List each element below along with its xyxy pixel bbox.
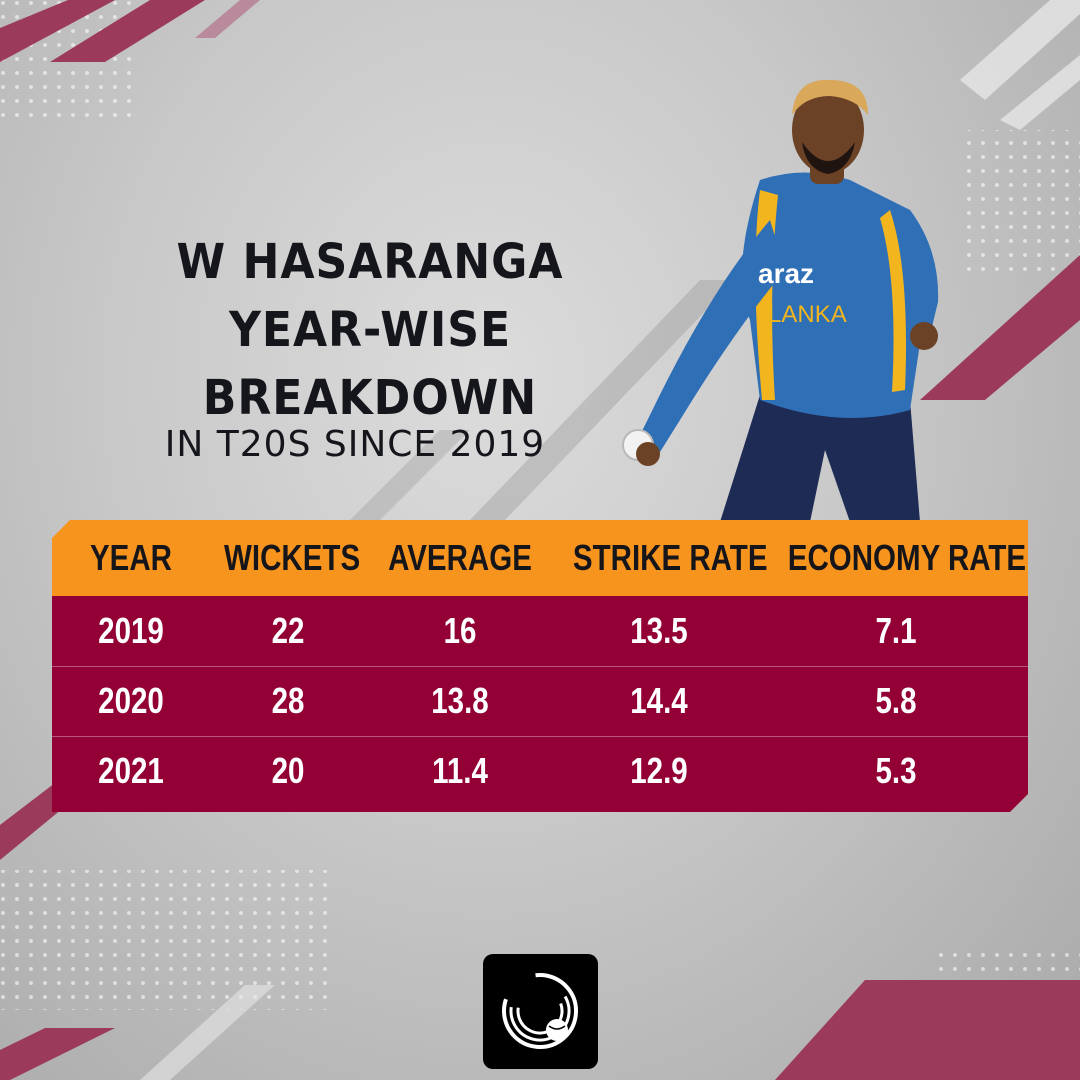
cell-wickets: 28 <box>271 680 305 721</box>
header-average: AVERAGE <box>388 537 532 578</box>
brand-logo <box>483 954 598 1069</box>
stripe-top-left <box>0 0 115 62</box>
jersey-yellow-side-right <box>880 210 906 392</box>
title-line-1: W HASARANGA <box>176 234 564 290</box>
player-jersey <box>742 172 924 418</box>
cell-year: 2019 <box>98 610 164 651</box>
table-header-row: YEAR WICKETS AVERAGE STRIKE RATE ECONOMY… <box>52 520 1028 596</box>
light-stripe-bottom <box>140 985 275 1080</box>
player-beard <box>802 142 855 174</box>
cell-average: 16 <box>443 610 477 651</box>
cricket-ball-logo-icon <box>502 973 578 1049</box>
table-row: 2020 28 13.8 14.4 5.8 <box>52 666 1028 736</box>
jersey-team-text: LANKA <box>768 301 847 328</box>
stripe-top-mid <box>195 0 260 38</box>
table-row: 2019 22 16 13.5 7.1 <box>52 596 1028 666</box>
header-wickets: WICKETS <box>224 537 361 578</box>
player-trousers <box>720 395 920 522</box>
dot-grid-bottom-left <box>0 870 330 1010</box>
page-subtitle: IN T20S SINCE 2019 <box>164 424 546 465</box>
cell-average: 13.8 <box>431 680 489 721</box>
cell-strike-rate: 13.5 <box>630 610 688 651</box>
header-economy-rate: ECONOMY RATE <box>787 537 1027 578</box>
cell-year: 2020 <box>98 680 164 721</box>
title-line-2: YEAR-WISE <box>228 302 512 358</box>
player-left-arm <box>635 220 785 460</box>
row-divider <box>52 666 1028 667</box>
table-row: 2021 20 11.4 12.9 5.3 <box>52 736 1028 806</box>
title-line-3: BREAKDOWN <box>202 370 538 426</box>
header-strike-rate: STRIKE RATE <box>572 537 768 578</box>
table-header-background <box>52 520 1028 596</box>
light-stripe-top-right <box>960 0 1080 100</box>
cell-strike-rate: 12.9 <box>630 750 688 791</box>
cell-economy-rate: 7.1 <box>875 610 917 651</box>
cell-year: 2021 <box>98 750 164 791</box>
stripe-right-mid <box>920 255 1080 400</box>
cell-wickets: 20 <box>271 750 305 791</box>
header-year: YEAR <box>89 537 173 578</box>
row-divider <box>52 736 1028 737</box>
jersey-sponsor-text: araz <box>758 258 814 289</box>
player-left-hand <box>636 442 660 466</box>
cell-economy-rate: 5.8 <box>875 680 917 721</box>
cell-economy-rate: 5.3 <box>875 750 917 791</box>
cell-strike-rate: 14.4 <box>630 680 688 721</box>
stats-table: YEAR WICKETS AVERAGE STRIKE RATE ECONOMY… <box>52 520 1028 812</box>
cell-wickets: 22 <box>271 610 305 651</box>
light-stripe-mid-2 <box>350 430 470 520</box>
player-right-arm <box>895 210 939 335</box>
player-right-hand <box>910 322 938 350</box>
light-stripe-mid <box>470 280 735 520</box>
stripe-bottom-left <box>0 1028 115 1080</box>
stripe-bottom-right <box>775 980 1080 1080</box>
table-body-background <box>52 596 1028 812</box>
cell-average: 11.4 <box>432 750 488 791</box>
stripe-top-left-2 <box>50 0 205 62</box>
player-photo: araz LANKA <box>622 79 939 522</box>
dot-grid-right <box>960 130 1080 280</box>
player-hair <box>792 79 868 115</box>
light-stripe-top-right-2 <box>1000 55 1080 130</box>
page-title: W HASARANGA YEAR-WISE BREAKDOWN <box>112 228 627 432</box>
